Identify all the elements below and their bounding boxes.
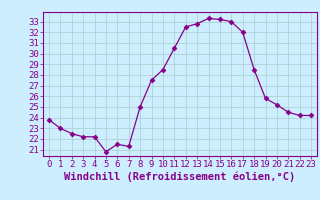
X-axis label: Windchill (Refroidissement éolien,°C): Windchill (Refroidissement éolien,°C)	[64, 172, 296, 182]
